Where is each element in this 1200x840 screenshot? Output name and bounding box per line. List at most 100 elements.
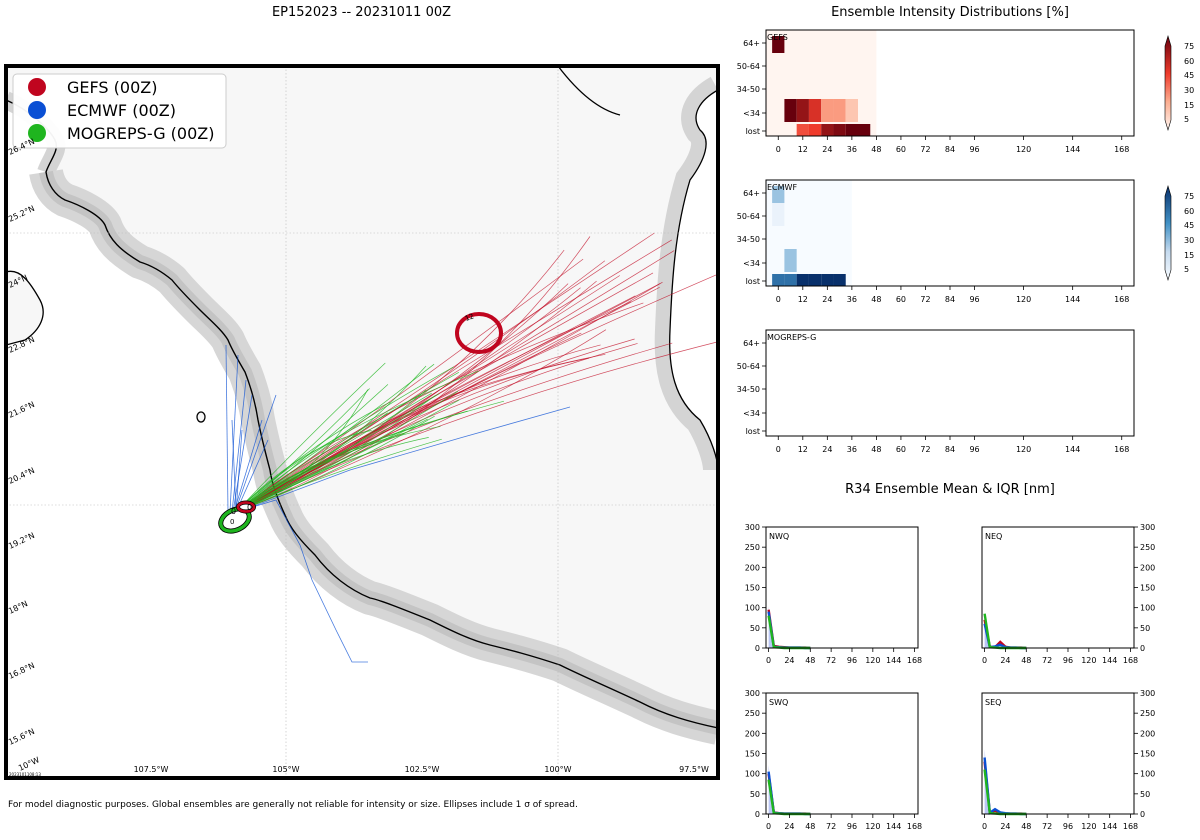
y-tick-label: 200 xyxy=(745,729,760,738)
legend-ecmwf-label: ECMWF (00Z) xyxy=(67,101,176,120)
mogreps-0h-label: 0 xyxy=(230,518,234,526)
x-tick-label: 48 xyxy=(1021,822,1031,831)
r34-charts: NWQ 0 50 100 150 200 250 300 0 24 48 72 96 120 144 168 N… xyxy=(745,523,1156,831)
mogreps-track xyxy=(235,415,435,513)
ecmwf-track xyxy=(235,429,243,513)
x-tick-label: 60 xyxy=(896,295,906,304)
heatmap-row-label: 34-50 xyxy=(737,385,760,394)
ocean xyxy=(6,66,718,778)
x-tick-label: 120 xyxy=(1016,295,1031,304)
footer-note: For model diagnostic purposes. Global en… xyxy=(8,800,578,810)
heatmap-cell xyxy=(772,203,785,226)
x-tick-label: 120 xyxy=(1081,656,1096,665)
y-tick-label: 250 xyxy=(745,543,760,552)
heatmap-cell xyxy=(845,124,858,136)
r34-series-line xyxy=(767,609,811,650)
x-tick-label: 0 xyxy=(766,656,771,665)
mogreps-0h-ellipse xyxy=(219,507,251,533)
x-tick-label: 84 xyxy=(945,445,955,454)
x-tick-label: 144 xyxy=(886,822,901,831)
cbar-tick: 60 xyxy=(1184,57,1194,66)
y-tick-label: 50 xyxy=(1140,790,1150,799)
ecmwf-track xyxy=(231,379,247,513)
x-tick-label: 0 xyxy=(766,822,771,831)
y-tick-label: 150 xyxy=(745,584,760,593)
x-tick-label: 48 xyxy=(871,445,881,454)
heatmap-row-label: 50-64 xyxy=(737,62,760,71)
mogreps-track xyxy=(235,400,505,513)
x-tick-label: 60 xyxy=(896,445,906,454)
r34-series-line xyxy=(983,761,1027,816)
cbar-tick: 30 xyxy=(1184,236,1194,245)
r34-panel-label: NEQ xyxy=(985,532,1002,541)
heatmap-cell xyxy=(833,274,846,286)
x-tick-label: 84 xyxy=(945,145,955,154)
ecmwf-track xyxy=(234,394,277,513)
heatmap-row-label: lost xyxy=(746,277,760,286)
x-tick-label: 168 xyxy=(907,822,922,831)
gefs-0h-label: 0 xyxy=(247,503,252,512)
heatmap-row-label: 64+ xyxy=(743,339,760,348)
heatmap-cell xyxy=(821,274,834,286)
ecmwf-track xyxy=(233,419,263,513)
ecmwf-track xyxy=(237,406,571,513)
y-tick-label: 200 xyxy=(1140,729,1155,738)
heatmap-row-label: <34 xyxy=(743,409,760,418)
ecmwf-track xyxy=(229,354,239,513)
cbar-tick: 60 xyxy=(1184,207,1194,216)
lon-label: 102.5°W xyxy=(405,765,440,774)
y-tick-label: 300 xyxy=(745,523,760,532)
heatmap-cell xyxy=(808,99,822,122)
y-tick-label: 0 xyxy=(1140,644,1145,653)
x-tick-label: 96 xyxy=(847,656,857,665)
y-tick-label: 300 xyxy=(1140,689,1155,698)
cbar-tick: 5 xyxy=(1184,265,1189,274)
y-tick-label: 0 xyxy=(1140,810,1145,819)
ecmwf-track xyxy=(231,419,237,513)
x-tick-label: 96 xyxy=(847,822,857,831)
cbar-tick: 15 xyxy=(1184,101,1194,110)
x-tick-label: 96 xyxy=(969,445,979,454)
mogreps-track xyxy=(235,401,391,513)
cbar-tick: 5 xyxy=(1184,115,1189,124)
x-tick-label: 48 xyxy=(805,656,815,665)
iqr-band xyxy=(768,606,811,648)
heatmap-cell xyxy=(821,99,834,122)
cbar-tick: 45 xyxy=(1184,221,1194,230)
heatmap-row-label: <34 xyxy=(743,109,760,118)
y-tick-label: 100 xyxy=(1140,770,1155,779)
lon-label: 100°W xyxy=(544,765,571,774)
heatmap-cell xyxy=(772,186,785,203)
gefs-0h-ellipse xyxy=(236,501,256,513)
y-tick-label: 250 xyxy=(1140,543,1155,552)
r34-series-line xyxy=(767,615,811,650)
x-tick-label: 0 xyxy=(776,145,781,154)
mogreps-track xyxy=(235,366,454,513)
cbar-tick: 75 xyxy=(1184,192,1194,201)
x-tick-label: 120 xyxy=(865,822,880,831)
x-tick-label: 168 xyxy=(1123,822,1138,831)
x-tick-label: 0 xyxy=(776,445,781,454)
heatmap-cell xyxy=(796,274,809,286)
y-tick-label: 300 xyxy=(1140,523,1155,532)
x-tick-label: 84 xyxy=(945,295,955,304)
x-tick-label: 72 xyxy=(826,656,836,665)
x-tick-label: 168 xyxy=(1114,295,1129,304)
y-tick-label: 300 xyxy=(745,689,760,698)
heatmap-row-label: 64+ xyxy=(743,39,760,48)
gefs-track xyxy=(235,280,597,513)
heatmap-row-label: 50-64 xyxy=(737,212,760,221)
x-tick-label: 144 xyxy=(1102,822,1117,831)
x-tick-label: 72 xyxy=(920,295,930,304)
ecmwf-track xyxy=(235,439,269,513)
r34-panel-label: SEQ xyxy=(985,698,1001,707)
ecmwf-track xyxy=(235,499,368,663)
y-tick-label: 250 xyxy=(745,709,760,718)
y-tick-label: 50 xyxy=(750,624,760,633)
x-tick-label: 144 xyxy=(1065,145,1080,154)
x-tick-label: 48 xyxy=(871,295,881,304)
heatmap-row-label: 64+ xyxy=(743,189,760,198)
heatmap-cell xyxy=(808,274,822,286)
y-tick-label: 100 xyxy=(745,770,760,779)
y-tick-label: 150 xyxy=(1140,584,1155,593)
